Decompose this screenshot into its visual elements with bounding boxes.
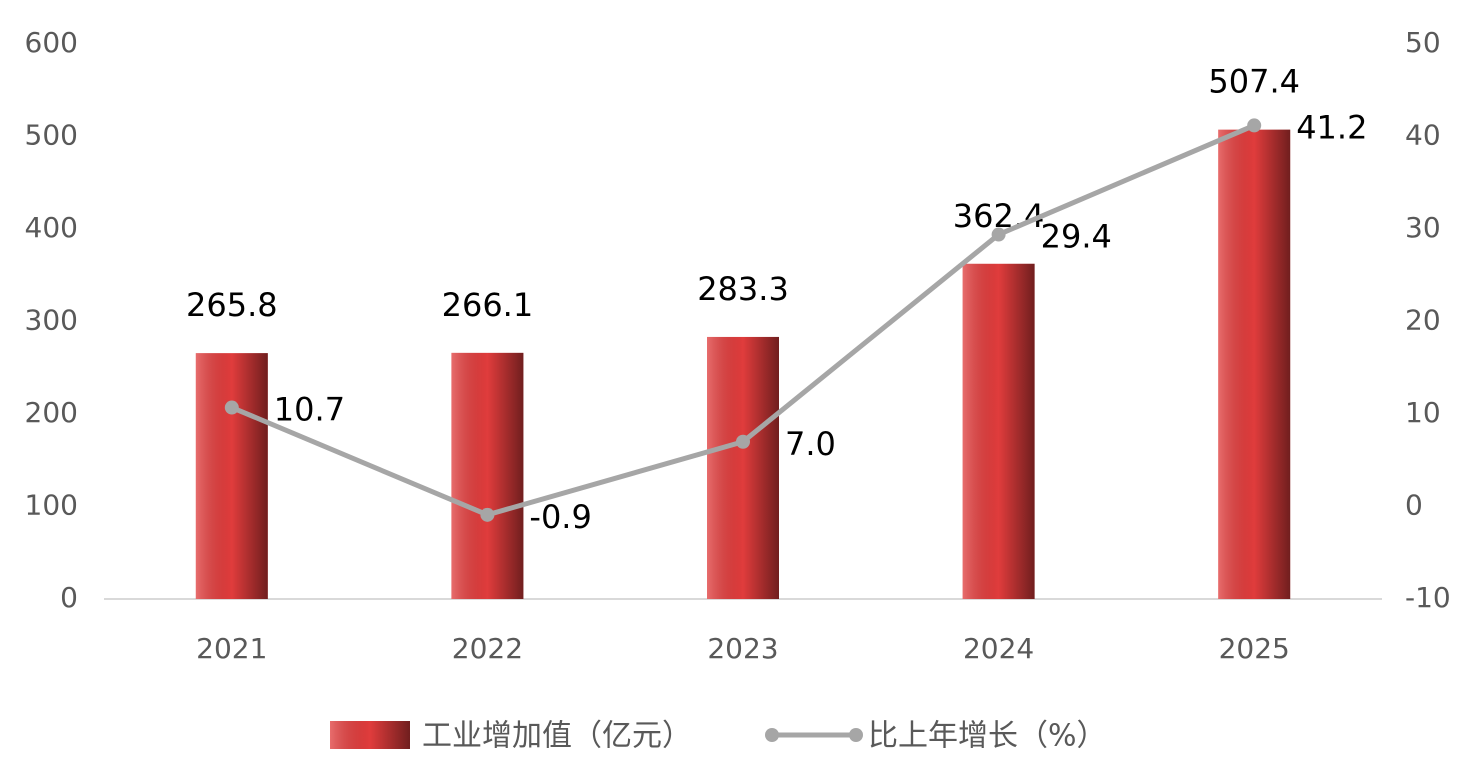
- y-tick-label: 500: [25, 119, 78, 152]
- bar-shade: [451, 352, 524, 599]
- y2-tick-label: 0: [1405, 489, 1423, 522]
- data-label: -0.9: [529, 498, 591, 536]
- legend-label: 工业增加值（亿元）: [422, 719, 692, 754]
- legend-marker: [765, 728, 779, 742]
- data-label: 29.4: [1041, 218, 1112, 256]
- bar-shade: [962, 263, 1035, 599]
- bar-shade: [707, 336, 779, 599]
- line-point: [224, 400, 239, 415]
- data-label: 7.0: [785, 425, 836, 463]
- x-tick-label: 2024: [963, 632, 1034, 665]
- y-tick-label: 100: [25, 489, 78, 522]
- y2-tick-label: -10: [1405, 581, 1451, 614]
- data-label: 507.4: [1208, 63, 1300, 101]
- data-label: 265.8: [186, 286, 278, 324]
- line-point: [480, 507, 495, 522]
- y2-tick-label: 40: [1405, 119, 1441, 152]
- legend-label: 比上年增长（%）: [868, 719, 1107, 754]
- legend-swatch-shade: [330, 721, 410, 749]
- y-tick-label: 200: [25, 396, 78, 429]
- y2-tick-label: 30: [1405, 211, 1441, 244]
- line-point: [736, 434, 750, 449]
- legend-marker: [849, 728, 863, 742]
- data-label: 41.2: [1296, 108, 1367, 146]
- line-point: [1247, 118, 1262, 133]
- y-tick-label: 400: [25, 211, 78, 244]
- x-tick-label: 2022: [452, 632, 523, 665]
- y-tick-label: 600: [25, 26, 78, 59]
- line-point: [991, 227, 1006, 242]
- y-tick-label: 0: [60, 581, 78, 614]
- x-tick-label: 2021: [196, 632, 267, 665]
- y2-tick-label: 20: [1405, 304, 1441, 337]
- y2-tick-label: 10: [1405, 396, 1441, 429]
- x-tick-label: 2025: [1219, 632, 1290, 665]
- data-label: 266.1: [442, 286, 534, 324]
- y2-tick-label: 50: [1405, 26, 1441, 59]
- data-label: 283.3: [697, 270, 789, 308]
- data-label: 10.7: [274, 391, 345, 429]
- x-tick-label: 2023: [707, 632, 778, 665]
- y-tick-label: 300: [25, 304, 78, 337]
- bar-shade: [1218, 129, 1291, 599]
- bar-shade: [195, 353, 268, 599]
